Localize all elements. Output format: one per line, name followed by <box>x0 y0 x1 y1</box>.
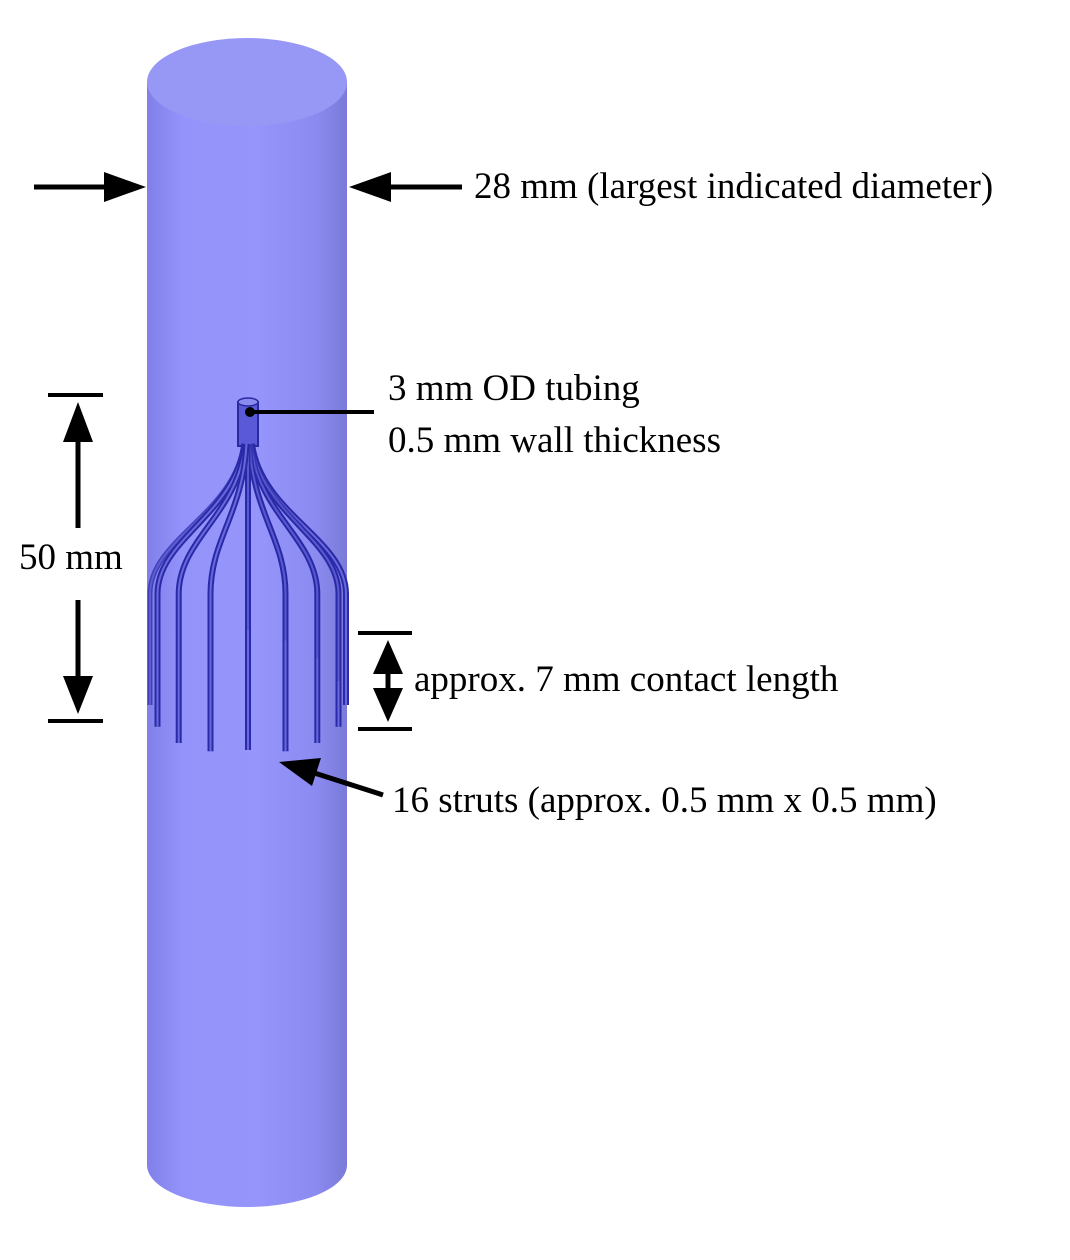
cylinder-top <box>147 38 347 126</box>
struts-label: 16 struts (approx. 0.5 mm x 0.5 mm) <box>392 780 937 821</box>
diameter-label: 28 mm (largest indicated diameter) <box>474 166 994 207</box>
height-dimension <box>48 393 103 723</box>
tubing-label-line1: 3 mm OD tubing <box>388 368 640 409</box>
struts-group <box>147 443 349 752</box>
tubing-leader <box>245 407 374 417</box>
strut-highlight <box>248 443 287 641</box>
strut-highlight <box>249 443 319 659</box>
struts-arrow <box>279 758 384 798</box>
contact-dimension <box>358 631 412 731</box>
height-label: 50 mm <box>19 537 123 578</box>
contact-label: approx. 7 mm contact length <box>414 659 839 700</box>
strut-highlight <box>209 443 248 752</box>
tubing-label-line2: 0.5 mm wall thickness <box>388 420 721 461</box>
strut-highlight <box>177 443 247 743</box>
diameter-arrows <box>34 172 462 202</box>
tubing <box>237 397 259 447</box>
